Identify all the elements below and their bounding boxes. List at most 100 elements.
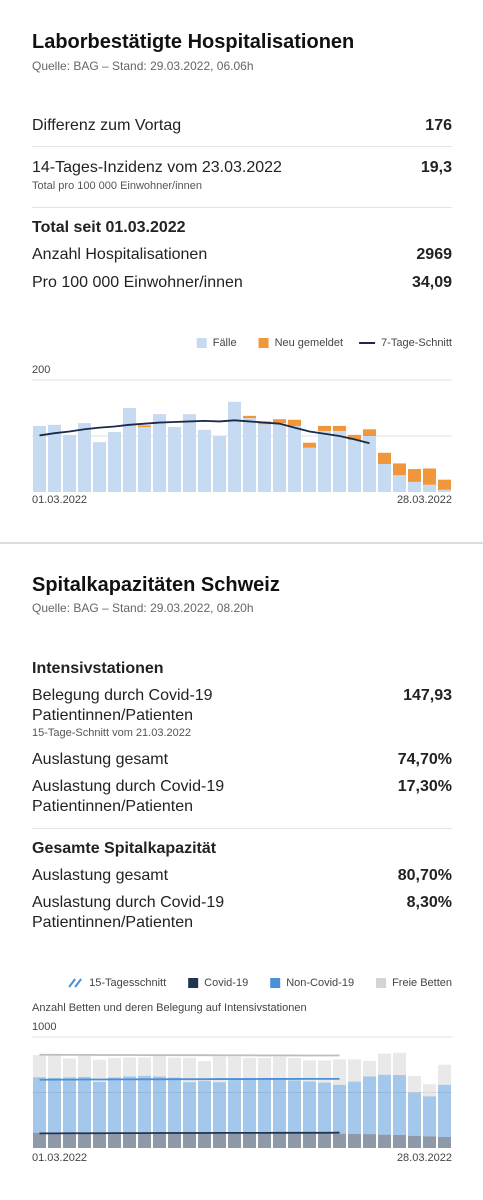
bar-segment — [48, 1077, 61, 1133]
chart-subtitle: Anzahl Betten und deren Belegung auf Int… — [32, 1002, 307, 1014]
row-value: 2969 — [416, 246, 452, 263]
bar-segment — [423, 1136, 436, 1148]
average-line — [39, 419, 370, 445]
section-title: Laborbestätigte Hospitalisationen — [32, 31, 355, 53]
bar-segment — [378, 1053, 391, 1075]
row-label: Auslastung gesamt — [32, 751, 169, 768]
bar-segment — [363, 429, 376, 436]
bar-segment — [273, 1133, 286, 1148]
bar-segment — [138, 1075, 151, 1134]
bar-segment — [108, 432, 121, 492]
bar-segment — [318, 1082, 331, 1134]
bar-segment — [183, 1133, 196, 1148]
row-value: 80,70% — [397, 867, 452, 884]
bar-segment — [33, 1054, 46, 1078]
bar-segment — [123, 408, 136, 492]
bar-segment — [423, 1096, 436, 1137]
average-line — [39, 1053, 340, 1057]
bar-segment — [63, 434, 76, 492]
bar-segment — [333, 1059, 346, 1085]
bar-segment — [138, 1057, 151, 1076]
bar-segment — [93, 1059, 106, 1082]
bar-segment — [243, 415, 256, 419]
bar-segment — [63, 1077, 76, 1133]
legend-label: Fälle — [213, 337, 237, 349]
bar-segment — [378, 452, 391, 464]
bar-segment — [378, 1074, 391, 1135]
subheading: Intensivstationen — [32, 660, 164, 677]
legend-label: 7-Tage-Schnitt — [381, 337, 452, 349]
bar-segment — [108, 1058, 121, 1078]
row-value: 34,09 — [411, 274, 452, 291]
bar-segment — [258, 424, 271, 492]
bar-segment — [363, 1134, 376, 1148]
row-label: Belegung durch Covid-19 Patientinnen/Pat… — [32, 687, 213, 724]
average-line — [39, 1077, 340, 1081]
bar-segment — [288, 1058, 301, 1081]
separator — [32, 828, 452, 829]
bar-segment — [78, 1132, 91, 1148]
bar-segment — [183, 414, 196, 492]
bar-segment — [318, 1133, 331, 1148]
bar-segment — [318, 1060, 331, 1083]
separator — [32, 207, 452, 208]
bar-segment — [303, 1060, 316, 1082]
bar-segment — [138, 427, 151, 492]
source: Quelle: BAG – Stand: 29.03.2022, 06.06h — [32, 59, 254, 73]
bar-segment — [33, 1077, 46, 1133]
legend-label: 15-Tagesschnitt — [89, 977, 166, 989]
row-value: 147,93 — [403, 687, 452, 704]
average-line — [39, 1131, 340, 1135]
x-tick-label: 01.03.2022 — [32, 494, 87, 506]
bar-segment — [213, 436, 226, 492]
bar-segment — [333, 1084, 346, 1134]
bar-segment — [258, 1057, 271, 1080]
bar-segment — [78, 1055, 91, 1077]
bar-segment — [198, 429, 211, 492]
bar-segment — [198, 1133, 211, 1148]
bar-segment — [378, 464, 391, 492]
bar-segment — [78, 423, 91, 492]
bar-segment — [393, 475, 406, 492]
legend-swatch — [68, 978, 76, 988]
row-value: 17,30% — [397, 778, 452, 795]
y-tick-label: 200 — [32, 364, 50, 376]
bar-segment — [213, 1056, 226, 1083]
row-value: 74,70% — [397, 751, 452, 768]
bar-segment — [438, 1064, 451, 1085]
subheading: Gesamte Spitalkapazität — [32, 840, 217, 857]
bar-segment — [393, 463, 406, 476]
bar-segment — [93, 442, 106, 492]
bar-segment — [273, 1079, 286, 1134]
bar-segment — [153, 1076, 166, 1134]
bar-segment — [33, 1132, 46, 1148]
bar-segment — [303, 1133, 316, 1148]
bar-segment — [288, 1080, 301, 1134]
x-tick-label: 28.03.2022 — [397, 494, 452, 506]
row-label: Pro 100 000 Einwohner/innen — [32, 274, 243, 291]
bar-segment — [168, 1077, 181, 1134]
bar-segment — [303, 447, 316, 492]
x-tick-label: 28.03.2022 — [397, 1152, 452, 1164]
section-title: Spitalkapazitäten Schweiz — [32, 574, 280, 596]
bar-segment — [393, 1074, 406, 1135]
legend-label: Covid-19 — [204, 977, 248, 989]
legend-label: Neu gemeldet — [275, 337, 344, 349]
bar-segment — [153, 1055, 166, 1077]
bar-segment — [393, 1134, 406, 1148]
bar-segment — [258, 1133, 271, 1148]
row-value: 8,30% — [406, 894, 452, 911]
bar-segment — [408, 469, 421, 482]
legend-swatch — [270, 978, 281, 988]
bar-segment — [138, 1133, 151, 1148]
bar-segment — [108, 1133, 121, 1148]
row-label: Differenz zum Vortag — [32, 117, 182, 134]
bar-segment — [408, 1092, 421, 1136]
legend-swatch — [74, 978, 82, 988]
bar-segment — [348, 1059, 361, 1082]
bar-segment — [33, 425, 46, 492]
bar-segment — [243, 1133, 256, 1148]
bar-segment — [363, 1060, 376, 1077]
bar-segment — [318, 425, 331, 431]
bar-segment — [288, 419, 301, 426]
